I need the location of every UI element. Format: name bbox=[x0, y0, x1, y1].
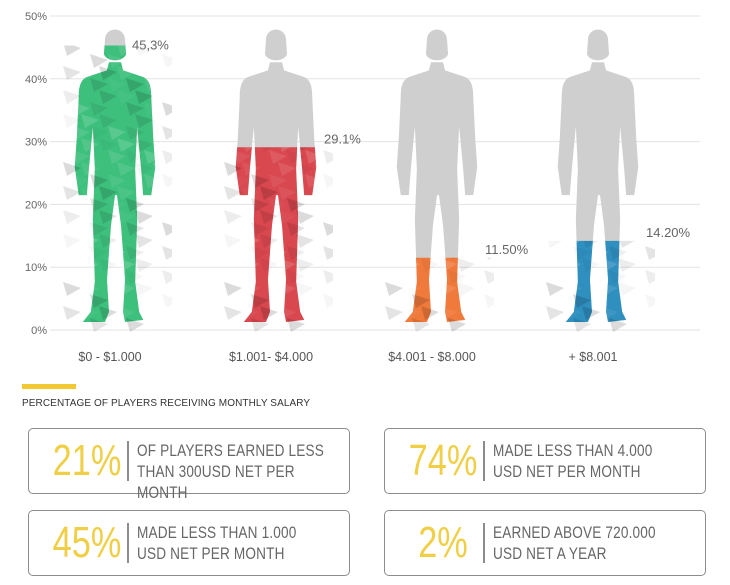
category-label: $4.001 - $8.000 bbox=[388, 350, 476, 364]
y-tick-label: 50% bbox=[25, 11, 47, 23]
stat-card: 2% EARNED ABOVE 720.000 USD NET A YEAR bbox=[384, 510, 706, 576]
player-fill-bar bbox=[63, 45, 172, 332]
y-axis-ticks: 0% 10% 20% 30% 40% 50% bbox=[25, 11, 47, 337]
player-figure bbox=[63, 29, 172, 332]
stat-divider bbox=[127, 441, 129, 481]
stat-value: 74% bbox=[408, 436, 478, 485]
value-label: 11.50% bbox=[485, 242, 529, 257]
stat-card: 74% MADE LESS THAN 4.000 USD NET PER MON… bbox=[384, 428, 706, 494]
stat-text: MADE LESS THAN 4.000 USD NET PER MONTH bbox=[493, 441, 653, 481]
accent-bar bbox=[22, 384, 76, 389]
value-label: 14.20% bbox=[646, 225, 691, 240]
stat-card: 45% MADE LESS THAN 1.000 USD NET PER MON… bbox=[28, 510, 350, 576]
stat-text: OF PLAYERS EARNED LESS THAN 300USD NET P… bbox=[137, 441, 324, 502]
chart-caption: PERCENTAGE OF PLAYERS RECEIVING MONTHLY … bbox=[22, 398, 311, 409]
y-tick-label: 30% bbox=[25, 137, 47, 149]
category-labels: $0 - $1.000 $1.001- $4.000 $4.001 - $8.000… bbox=[78, 350, 617, 364]
value-labels: 45,3% 29.1% 11.50% 14.20% bbox=[132, 38, 691, 257]
player-fill-bar bbox=[546, 240, 655, 332]
stat-value: 21% bbox=[52, 436, 122, 485]
player-fill-bar bbox=[385, 257, 494, 332]
stat-divider bbox=[483, 441, 485, 481]
stat-value: 2% bbox=[418, 518, 468, 567]
stat-divider bbox=[483, 523, 485, 563]
player-figures bbox=[63, 29, 655, 332]
category-label: + $8.001 bbox=[568, 350, 617, 364]
player-figure bbox=[385, 29, 494, 332]
y-tick-label: 20% bbox=[25, 199, 47, 211]
y-tick-label: 0% bbox=[31, 325, 47, 337]
value-label: 29.1% bbox=[324, 131, 361, 146]
stat-text: EARNED ABOVE 720.000 USD NET A YEAR bbox=[493, 523, 656, 563]
category-label: $0 - $1.000 bbox=[78, 350, 141, 364]
y-tick-label: 40% bbox=[25, 74, 47, 86]
player-figure bbox=[224, 29, 333, 332]
stat-text: MADE LESS THAN 1.000 USD NET PER MONTH bbox=[137, 523, 297, 563]
player-fill-bar bbox=[224, 147, 333, 332]
stat-value: 45% bbox=[52, 518, 122, 567]
value-label: 45,3% bbox=[132, 38, 169, 53]
player-figure bbox=[546, 29, 655, 332]
category-label: $1.001- $4.000 bbox=[229, 350, 313, 364]
grid-lines bbox=[50, 15, 700, 331]
stat-divider bbox=[127, 523, 129, 563]
y-tick-label: 10% bbox=[25, 262, 47, 274]
salary-chart: 0% 10% 20% 30% 40% 50% 45,3% 29.1% 11.50% 14.20%… bbox=[25, 11, 700, 364]
stat-card: 21% OF PLAYERS EARNED LESS THAN 300USD N… bbox=[28, 428, 350, 502]
